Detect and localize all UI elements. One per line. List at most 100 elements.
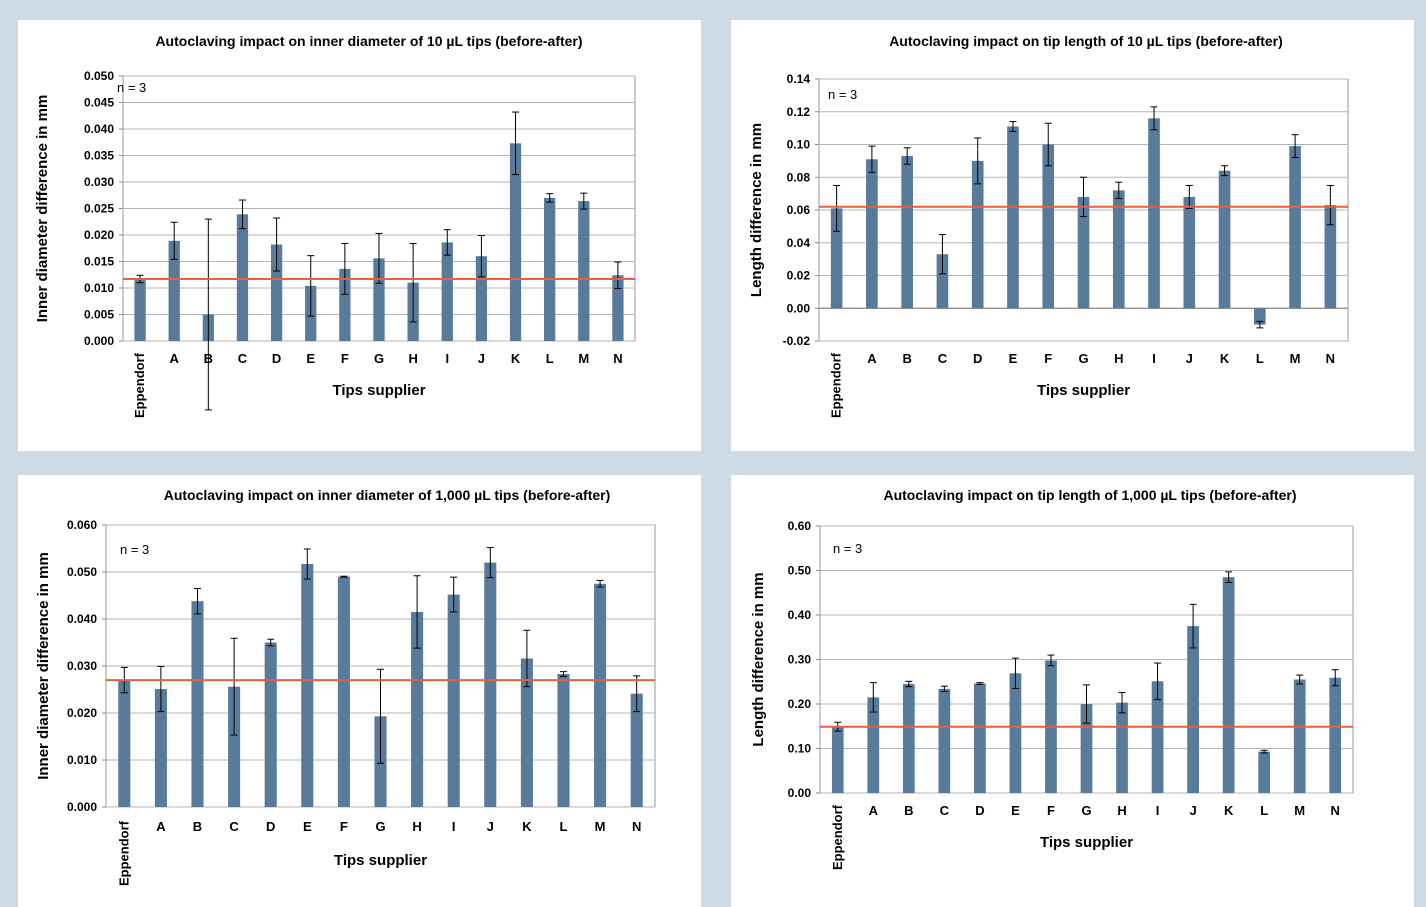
bar-a bbox=[154, 689, 167, 807]
category-label: M bbox=[1294, 803, 1305, 818]
y-tick-label: 0.30 bbox=[788, 653, 812, 667]
bar-j bbox=[1183, 196, 1196, 309]
y-axis-label: Inner diameter difference in mm bbox=[35, 552, 52, 780]
bar-k bbox=[1222, 577, 1235, 793]
error-bar bbox=[976, 682, 984, 685]
error-bar bbox=[1115, 181, 1123, 200]
error-bar bbox=[238, 199, 246, 230]
bar-i bbox=[1151, 681, 1164, 793]
category-label: B bbox=[204, 351, 213, 366]
error-bar bbox=[1044, 122, 1052, 167]
error-bar bbox=[974, 137, 982, 185]
error-bar bbox=[523, 629, 531, 688]
error-bar bbox=[450, 576, 458, 613]
error-bar bbox=[1150, 106, 1158, 131]
bar-e bbox=[1009, 673, 1022, 793]
y-tick-label: 0.010 bbox=[67, 753, 97, 767]
category-label: I bbox=[1152, 351, 1156, 366]
error-bar bbox=[157, 665, 165, 713]
category-label: N bbox=[1326, 351, 1335, 366]
y-tick-label: 0.030 bbox=[84, 175, 114, 189]
bar-e bbox=[301, 564, 314, 807]
error-bar bbox=[341, 242, 349, 295]
y-tick-label: 0.000 bbox=[84, 334, 114, 348]
category-label: D bbox=[266, 819, 275, 834]
y-tick-label: 0.06 bbox=[787, 203, 811, 217]
y-tick-label: -0.02 bbox=[783, 334, 811, 348]
y-tick-label: 0.50 bbox=[788, 564, 812, 578]
bar-i bbox=[441, 242, 453, 341]
y-tick-label: 0.00 bbox=[787, 301, 811, 315]
bar-c bbox=[936, 254, 949, 309]
category-label: N bbox=[1331, 803, 1340, 818]
chart-title: Autoclaving impact on tip length of 1,00… bbox=[883, 487, 1296, 503]
error-bar bbox=[1260, 749, 1268, 754]
error-bar bbox=[1185, 184, 1193, 209]
bar-f bbox=[337, 576, 350, 807]
error-bar bbox=[1047, 654, 1055, 667]
bar-k bbox=[520, 658, 533, 807]
chart-inner-diameter-1000ul: 0.000 0.010 0.020 0.030 0.040 0.050 0.060 Eppen… bbox=[35, 487, 656, 886]
error-bar bbox=[1118, 691, 1126, 714]
error-bar bbox=[307, 255, 315, 317]
category-label: F bbox=[340, 819, 348, 834]
bar-n bbox=[630, 693, 643, 807]
category-label: J bbox=[1189, 803, 1196, 818]
category-label: E bbox=[1009, 351, 1018, 366]
y-tick-label: 0.020 bbox=[84, 228, 114, 242]
y-tick-label: 0.010 bbox=[84, 281, 114, 295]
bar-b bbox=[191, 601, 204, 807]
error-bar bbox=[903, 147, 911, 165]
error-bar bbox=[1080, 176, 1087, 218]
error-bar bbox=[413, 575, 421, 649]
category-label: F bbox=[341, 351, 349, 366]
category-label: H bbox=[1117, 803, 1126, 818]
bar-l bbox=[1254, 308, 1266, 325]
bar-e bbox=[1007, 126, 1019, 309]
y-tick-label: 0.10 bbox=[787, 138, 811, 152]
chart-panel-tip-length-1000ul: 0.00 0.10 0.20 0.30 0.40 0.50 0.60 Eppendorf A B C… bbox=[731, 475, 1414, 907]
sample-size-note: n = 3 bbox=[117, 80, 146, 95]
category-label: E bbox=[1011, 803, 1020, 818]
bar-j bbox=[484, 562, 497, 807]
y-tick-label: 0.10 bbox=[788, 742, 812, 756]
error-bar bbox=[1291, 134, 1299, 159]
y-tick-label: 0.040 bbox=[84, 122, 114, 136]
category-label: M bbox=[1290, 351, 1301, 366]
bar-c bbox=[938, 688, 951, 793]
error-bar bbox=[1326, 184, 1334, 226]
error-bar bbox=[204, 218, 212, 411]
error-bar bbox=[1189, 603, 1197, 649]
bar-l bbox=[557, 673, 570, 807]
y-tick-label: 0.050 bbox=[67, 565, 97, 579]
bar-n bbox=[612, 275, 624, 341]
bar-b bbox=[901, 155, 913, 309]
error-bar bbox=[1221, 165, 1229, 177]
category-label: Eppendorf bbox=[116, 820, 131, 886]
category-label: C bbox=[238, 351, 248, 366]
error-bar bbox=[1009, 121, 1017, 132]
y-tick-label: 0.00 bbox=[788, 786, 812, 800]
category-label: C bbox=[940, 803, 950, 818]
error-bar bbox=[409, 242, 417, 323]
error-bar bbox=[1296, 674, 1304, 685]
bar-l bbox=[544, 197, 556, 341]
category-label: C bbox=[938, 351, 948, 366]
error-bar bbox=[477, 235, 485, 278]
category-label: Eppendorf bbox=[829, 352, 844, 418]
bar-d bbox=[971, 160, 984, 309]
category-label: G bbox=[375, 819, 385, 834]
bar-k bbox=[509, 143, 522, 341]
y-tick-label: 0.20 bbox=[788, 697, 812, 711]
y-tick-label: 0.60 bbox=[788, 519, 812, 533]
error-bar bbox=[1154, 662, 1162, 701]
y-tick-label: 0.050 bbox=[84, 69, 114, 83]
y-tick-label: 0.060 bbox=[67, 518, 97, 532]
bar-h bbox=[1112, 190, 1125, 309]
bar-m bbox=[594, 583, 607, 807]
y-axis-label: Length difference in mm bbox=[748, 123, 765, 297]
sample-size-note: n = 3 bbox=[833, 541, 862, 556]
category-label: A bbox=[867, 351, 877, 366]
bar-i bbox=[1148, 118, 1160, 309]
bar-eppendorf bbox=[830, 208, 843, 309]
